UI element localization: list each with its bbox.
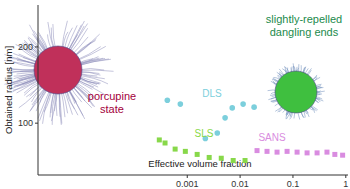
data-point	[251, 104, 257, 110]
dangling-chain	[43, 88, 53, 123]
data-point	[207, 155, 212, 160]
x-tick	[240, 175, 241, 178]
y-tick	[35, 123, 38, 124]
dangling-chain	[59, 89, 61, 125]
dangling-chain	[77, 59, 111, 66]
dangling-chain	[68, 24, 87, 54]
data-point	[265, 149, 270, 154]
data-point	[157, 137, 162, 142]
data-point	[195, 152, 200, 157]
y-axis	[38, 5, 39, 175]
x-axis	[38, 175, 348, 176]
x-tick-label: 0.1	[287, 179, 300, 189]
y-tick-label: 100	[18, 118, 33, 128]
series	[165, 97, 257, 141]
annotation: porcupinestate	[88, 90, 136, 115]
data-point	[165, 97, 171, 103]
data-point	[295, 150, 300, 155]
axes: 0.001 0.01 0.1 1 100 200	[18, 5, 348, 189]
x-axis-label: Effective volume fraction	[148, 158, 251, 169]
x-tick	[345, 175, 346, 178]
x-tick-label: 0.001	[176, 179, 199, 189]
x-tick	[292, 175, 293, 178]
microgel-illustration	[4, 21, 114, 125]
y-tick-label: 200	[18, 42, 33, 52]
data-point	[255, 148, 260, 153]
data-point	[305, 150, 310, 155]
data-point	[315, 150, 320, 155]
series-label: SANS	[258, 132, 286, 143]
data-point	[231, 158, 236, 163]
annotation-line: porcupine	[88, 90, 136, 102]
annotation: slightly-repelleddangling ends	[266, 13, 342, 38]
annotation-line: state	[100, 103, 124, 115]
series	[255, 148, 346, 158]
data-point	[214, 130, 220, 136]
microgel-core	[275, 71, 317, 113]
data-point	[163, 140, 168, 145]
series-label: DLS	[202, 88, 222, 99]
data-point	[240, 101, 246, 107]
data-point	[219, 156, 224, 161]
data-point	[243, 158, 248, 163]
dangling-chain	[19, 83, 44, 108]
y-tick	[35, 46, 38, 47]
plot-area	[157, 97, 345, 163]
microgel-core	[34, 46, 82, 94]
chart: 0.001 0.01 0.1 1 100 200 Effective volume frac…	[0, 0, 350, 189]
data-point	[285, 149, 290, 154]
series-label: SLS	[195, 128, 214, 139]
dangling-chain	[73, 34, 100, 57]
data-point	[229, 105, 235, 111]
data-point	[222, 115, 228, 121]
dangling-chain	[77, 70, 113, 71]
data-point	[178, 101, 184, 107]
annotation-line: dangling ends	[270, 26, 339, 38]
data-point	[173, 147, 178, 152]
series	[157, 137, 248, 163]
data-point	[183, 149, 188, 154]
dangling-chain	[67, 21, 84, 53]
data-point	[332, 152, 337, 157]
data-point	[324, 150, 329, 155]
x-tick-label: 0.01	[231, 179, 249, 189]
dangling-chain	[52, 89, 56, 125]
y-axis-label: Obtained radius [nm]	[3, 46, 14, 134]
microgel-illustration	[268, 63, 325, 119]
data-point	[340, 153, 345, 158]
x-tick-label: 1	[343, 179, 348, 189]
x-tick	[187, 175, 188, 178]
annotation-line: slightly-repelled	[266, 13, 342, 25]
data-point	[275, 150, 280, 155]
